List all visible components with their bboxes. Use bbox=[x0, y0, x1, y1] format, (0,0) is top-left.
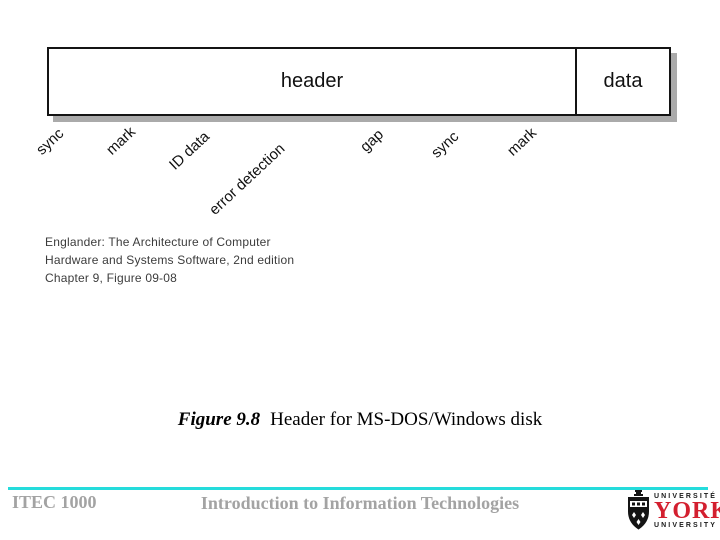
attribution-line-3: Chapter 9, Figure 09-08 bbox=[45, 271, 178, 285]
field-label-gap: gap bbox=[357, 126, 387, 156]
york-crest-icon bbox=[628, 490, 649, 530]
field-label-sync-1: sync bbox=[33, 125, 68, 159]
source-attribution: Englander: The Architecture of Computer … bbox=[45, 233, 294, 287]
logo-university-label: UNIVERSITY bbox=[654, 521, 718, 529]
attribution-line-1: Englander: The Architecture of Computer bbox=[45, 235, 271, 249]
field-label-mark-1: mark bbox=[103, 123, 140, 159]
figure-title: Header for MS-DOS/Windows disk bbox=[270, 409, 543, 430]
logo-universite-label: UNIVERSITÉ bbox=[654, 492, 718, 500]
field-label-sync-2: sync bbox=[428, 128, 463, 162]
data-section: data bbox=[577, 49, 669, 114]
data-section-label: data bbox=[603, 70, 643, 92]
course-title: Introduction to Information Technologies bbox=[200, 493, 520, 513]
sector-box: header data bbox=[47, 47, 671, 116]
course-code: ITEC 1000 bbox=[12, 492, 97, 512]
header-section: header bbox=[49, 49, 577, 114]
figure-caption: Figure 9.8 Header for MS-DOS/Windows disk bbox=[0, 409, 720, 431]
field-label-mark-2: mark bbox=[504, 124, 541, 160]
york-university-logo: UNIVERSITÉ YORK UNIVERSITY bbox=[627, 489, 720, 532]
logo-york-wordmark: YORK bbox=[654, 497, 720, 524]
attribution-line-2: Hardware and Systems Software, 2nd editi… bbox=[45, 253, 295, 267]
york-logo-text: UNIVERSITÉ YORK UNIVERSITY bbox=[654, 493, 720, 529]
footer-accent-line bbox=[8, 487, 708, 490]
field-label-error-detection: error detection bbox=[206, 140, 289, 219]
figure-number: Figure 9.8 bbox=[177, 409, 261, 430]
field-label-id-data: ID data bbox=[166, 128, 214, 174]
header-section-label: header bbox=[280, 70, 344, 92]
